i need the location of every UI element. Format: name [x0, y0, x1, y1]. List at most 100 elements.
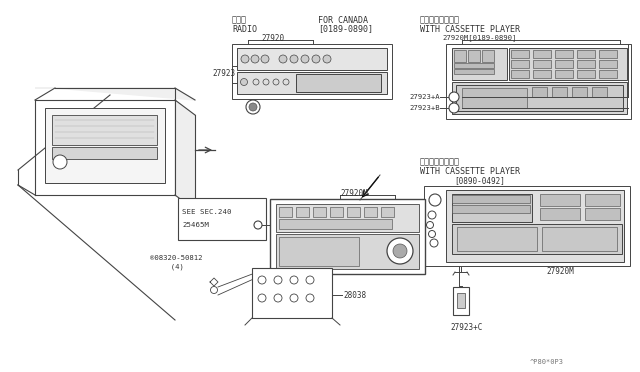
Circle shape	[449, 92, 459, 102]
Bar	[482, 50, 494, 62]
Bar	[296, 74, 381, 92]
Circle shape	[429, 194, 441, 206]
Bar	[577, 70, 595, 78]
Text: WITH CASSETTE PLAYER: WITH CASSETTE PLAYER	[420, 25, 520, 33]
Bar	[585, 194, 620, 206]
Bar	[279, 219, 392, 229]
Text: 27923+C: 27923+C	[450, 323, 483, 331]
Bar	[232, 44, 392, 99]
Circle shape	[301, 55, 309, 63]
Text: ^P80*0P3: ^P80*0P3	[530, 359, 564, 365]
Bar	[52, 115, 157, 145]
Bar	[540, 194, 580, 206]
Bar	[572, 87, 587, 97]
Circle shape	[279, 55, 287, 63]
Text: (4): (4)	[162, 264, 184, 270]
Bar	[347, 207, 360, 217]
Bar	[237, 48, 387, 70]
Circle shape	[283, 79, 289, 85]
Text: 25465M: 25465M	[182, 222, 209, 228]
Bar	[364, 207, 377, 217]
Text: ラジオ: ラジオ	[232, 16, 247, 25]
Bar	[456, 85, 623, 111]
Circle shape	[426, 221, 433, 228]
Circle shape	[306, 276, 314, 284]
Bar	[533, 60, 551, 68]
Circle shape	[387, 238, 413, 264]
Text: 27923+A: 27923+A	[410, 94, 440, 100]
Bar	[452, 194, 532, 222]
Bar	[276, 234, 419, 269]
Bar	[533, 50, 551, 58]
Bar	[330, 207, 343, 217]
Circle shape	[253, 79, 259, 85]
Circle shape	[274, 276, 282, 284]
Bar	[592, 87, 607, 97]
Bar	[511, 60, 529, 68]
Bar	[509, 48, 627, 80]
Circle shape	[323, 55, 331, 63]
Circle shape	[258, 294, 266, 302]
Bar	[468, 50, 480, 62]
Text: 27920M: 27920M	[546, 267, 573, 276]
Circle shape	[290, 55, 298, 63]
Circle shape	[393, 244, 407, 258]
Bar	[599, 50, 617, 58]
Bar	[585, 208, 620, 220]
Circle shape	[249, 103, 257, 111]
Bar	[542, 227, 617, 251]
Bar	[454, 63, 494, 68]
Circle shape	[312, 55, 320, 63]
Bar	[555, 60, 573, 68]
Text: ®08320-50812: ®08320-50812	[150, 255, 202, 261]
Bar	[540, 208, 580, 220]
Circle shape	[306, 294, 314, 302]
Text: カセット付ラジオ: カセット付ラジオ	[420, 16, 460, 25]
Bar	[599, 70, 617, 78]
Text: カセット付ラジオ: カセット付ラジオ	[420, 157, 460, 167]
Polygon shape	[35, 88, 195, 100]
Bar	[452, 48, 507, 80]
Bar	[511, 70, 529, 78]
Bar	[446, 44, 631, 119]
Text: [0189-0890]: [0189-0890]	[318, 25, 373, 33]
Bar	[296, 207, 309, 217]
Circle shape	[428, 211, 436, 219]
Bar	[452, 224, 622, 254]
Text: 27920M: 27920M	[340, 189, 368, 198]
Circle shape	[53, 155, 67, 169]
Circle shape	[246, 100, 260, 114]
Circle shape	[261, 55, 269, 63]
Circle shape	[290, 276, 298, 284]
Bar	[52, 147, 157, 159]
Circle shape	[449, 103, 459, 113]
Text: RADIO: RADIO	[232, 25, 257, 33]
Bar	[577, 50, 595, 58]
Bar	[237, 72, 387, 94]
Bar	[452, 195, 530, 203]
Bar	[599, 60, 617, 68]
Bar	[453, 287, 469, 315]
Bar	[555, 70, 573, 78]
Text: 27920: 27920	[261, 33, 285, 42]
Bar	[279, 207, 292, 217]
Text: 27920M[0189-0890]: 27920M[0189-0890]	[443, 35, 517, 41]
Bar	[454, 69, 494, 74]
Bar	[446, 190, 624, 262]
Bar	[454, 50, 466, 62]
Bar	[532, 87, 547, 97]
Circle shape	[254, 221, 262, 229]
Bar	[533, 70, 551, 78]
Bar	[252, 268, 332, 318]
Bar	[511, 50, 529, 58]
Text: SEE SEC.240: SEE SEC.240	[182, 209, 232, 215]
Bar	[424, 186, 630, 266]
Circle shape	[290, 294, 298, 302]
Bar	[552, 87, 567, 97]
Bar	[452, 82, 627, 114]
Text: 27923+B: 27923+B	[410, 105, 440, 111]
Bar	[178, 198, 266, 240]
Circle shape	[274, 294, 282, 302]
Circle shape	[263, 79, 269, 85]
Circle shape	[241, 55, 249, 63]
